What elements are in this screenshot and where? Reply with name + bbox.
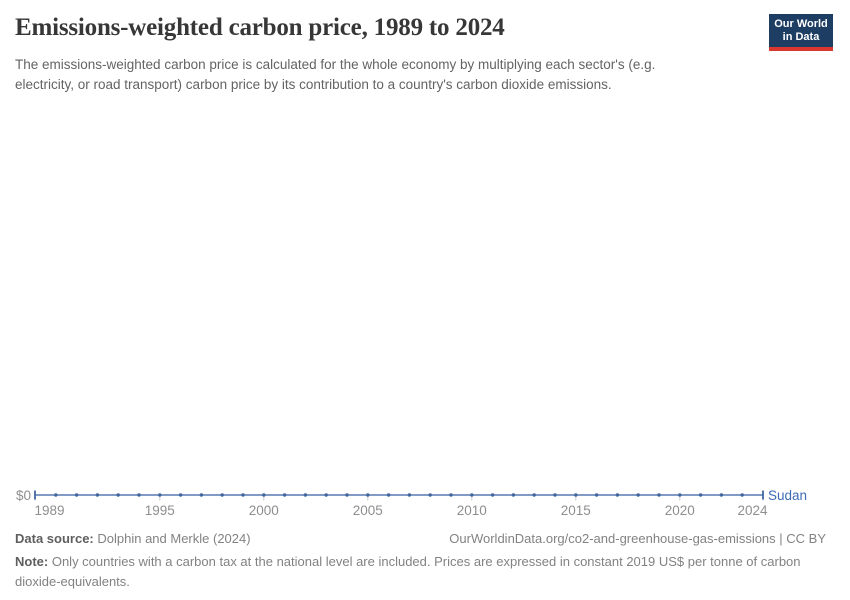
series-point-marker [241,493,245,497]
data-source-label: Data source: [15,531,94,546]
x-axis-tick-label: 2010 [457,503,487,518]
series-point-marker [95,493,100,497]
owid-logo-line1: Our World [774,18,828,30]
series-point-marker [137,493,141,497]
x-axis-tick-label: 1995 [145,503,175,518]
series-point-marker [511,493,516,497]
series-point-marker [324,493,328,497]
credit-url-link[interactable]: OurWorldinData.org/co2-and-greenhouse-ga… [449,531,826,546]
series-point-marker [74,493,79,497]
series-point-marker [636,493,640,497]
timeline-axis[interactable]: $0 1989 1995 2000 2005 2010 2015 2020 2024 [0,486,850,520]
series-point-marker [698,493,703,497]
series-point-marker [116,493,120,497]
series-point-marker [158,493,162,497]
series-point-marker [574,493,578,497]
series-point-marker [386,493,391,497]
owid-logo-line2: in Data [782,31,820,43]
note-text: Only countries with a carbon tax at the … [15,554,801,589]
data-source-text: Data source: Dolphin and Merkle (2024) [15,531,251,546]
series-point-marker [220,493,224,497]
series-end-tick [34,490,36,500]
x-axis-tick-label: 2005 [353,503,383,518]
x-axis-tick-label: 2024 [737,503,768,518]
x-axis-tick-label: 2000 [249,503,279,518]
footer-source-row: Data source: Dolphin and Merkle (2024) O… [15,531,826,546]
series-point-marker [553,493,557,497]
series-point-marker [449,493,453,497]
series-point-marker [178,493,183,497]
series-point-marker [345,493,349,497]
series-point-marker [428,493,432,497]
series-point-marker [615,493,620,497]
series-point-marker [262,493,266,497]
chart-title: Emissions-weighted carbon price, 1989 to… [15,14,505,41]
series-point-marker [470,493,474,497]
y-axis-tick-label: $0 [16,488,31,503]
series-point-marker [678,493,682,497]
series-point-marker [532,493,536,497]
series-point-marker [594,493,599,497]
series-point-marker [54,493,58,497]
series-point-marker [719,493,724,497]
series-point-marker [366,493,370,497]
series-point-marker [740,493,744,497]
series-point-marker [199,493,204,497]
x-axis-tick-label: 2020 [665,503,695,518]
chart-subtitle: The emissions-weighted carbon price is c… [15,57,656,92]
owid-logo[interactable]: Our World in Data [769,14,833,51]
note-label: Note: [15,554,49,569]
series-end-tick [762,490,764,500]
footer-note: Note: Only countries with a carbon tax a… [15,552,820,592]
series-point-marker [282,493,287,497]
series-point-marker [407,493,412,497]
series-point-marker [303,493,308,497]
x-axis-tick-label: 1989 [35,503,65,518]
x-axis-tick-label: 2015 [561,503,591,518]
series-point-marker [657,493,661,497]
data-source-value: Dolphin and Merkle (2024) [97,531,251,546]
entity-label-sudan[interactable]: Sudan [768,488,808,503]
series-point-marker [490,493,495,497]
